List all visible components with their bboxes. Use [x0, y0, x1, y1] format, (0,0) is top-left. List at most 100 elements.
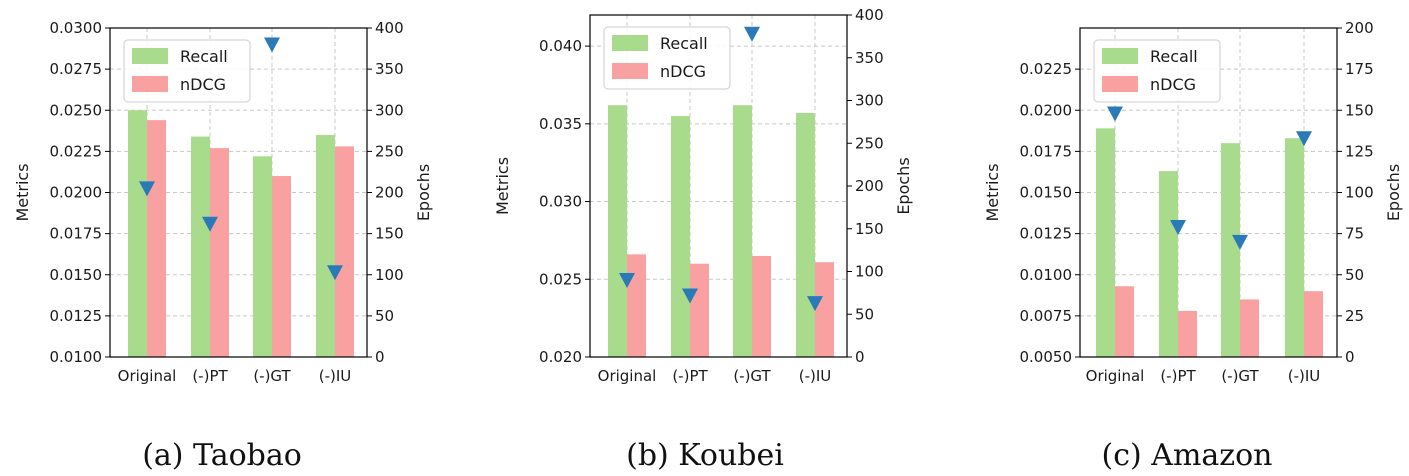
- x-tick-label: (-)PT: [1160, 367, 1196, 385]
- right-tick-label: 100: [375, 266, 404, 284]
- bar-recall-(-)IU: [1285, 138, 1304, 357]
- y-axis-title-right: Epochs: [1384, 164, 1403, 221]
- right-tick-label: 0: [375, 348, 385, 366]
- left-tick-label: 0.040: [539, 37, 582, 55]
- bar-ndcg-(-)PT: [1178, 310, 1197, 357]
- bar-ndcg-Original: [147, 120, 166, 358]
- panel-caption: (b) Koubei: [626, 438, 784, 473]
- right-tick-label: 50: [855, 305, 874, 323]
- bar-ndcg-(-)GT: [1240, 299, 1259, 357]
- right-tick-label: 200: [375, 184, 404, 202]
- left-tick-label: 0.0225: [1020, 60, 1073, 78]
- right-tick-label: 50: [375, 307, 394, 325]
- bar-recall-(-)PT: [191, 136, 210, 357]
- y-axis-title-right: Epochs: [414, 164, 433, 221]
- right-tick-label: 200: [1345, 19, 1374, 37]
- right-tick-label: 0: [855, 348, 865, 366]
- epoch-marker-(-)IU: [1296, 131, 1312, 147]
- right-tick-label: 200: [855, 177, 884, 195]
- left-tick-label: 0.0275: [50, 60, 103, 78]
- left-tick-label: 0.0200: [50, 184, 103, 202]
- bar-ndcg-Original: [1115, 286, 1134, 357]
- right-tick-label: 150: [375, 225, 404, 243]
- left-tick-label: 0.0075: [1020, 307, 1073, 325]
- epoch-marker-Original: [1107, 106, 1123, 122]
- left-tick-label: 0.0125: [1020, 225, 1073, 243]
- left-tick-label: 0.0050: [1020, 348, 1073, 366]
- plot-frame: [109, 27, 368, 358]
- y-axis-title-left: Metrics: [13, 163, 32, 221]
- legend-swatch-recall: [612, 35, 648, 51]
- panel-amazon: 0.0050 0.0075 0.0100 0.0125 0.0150 0.0175 0.02…: [983, 19, 1403, 473]
- bar-recall-(-)GT: [253, 156, 272, 357]
- left-tick-label: 0.0175: [1020, 142, 1073, 160]
- epoch-marker-(-)IU: [807, 296, 823, 312]
- bar-ndcg-(-)PT: [690, 263, 709, 357]
- bar-recall-(-)IU: [316, 134, 335, 357]
- bar-recall-Original: [1096, 128, 1115, 357]
- legend-swatch-ndcg: [612, 63, 648, 79]
- plot-frame: [1079, 27, 1338, 358]
- epoch-marker-Original: [619, 273, 635, 289]
- left-tick-label: 0.0250: [50, 101, 103, 119]
- right-tick-label: 300: [375, 101, 404, 119]
- left-tick-label: 0.0225: [50, 142, 103, 160]
- right-tick-label: 150: [1345, 101, 1374, 119]
- bar-ndcg-Original: [627, 254, 646, 357]
- left-tick-label: 0.0200: [1020, 101, 1073, 119]
- right-tick-label: 175: [1345, 60, 1374, 78]
- x-tick-label: (-)IU: [1288, 367, 1321, 385]
- legend-swatch-ndcg: [1102, 76, 1138, 92]
- x-tick-label: (-)PT: [672, 367, 708, 385]
- left-tick-label: 0.0300: [50, 19, 103, 37]
- left-tick-label: 0.0100: [1020, 266, 1073, 284]
- y-axis-title-left: Metrics: [983, 163, 1002, 221]
- legend-label-recall: Recall: [660, 34, 708, 53]
- right-tick-label: 350: [855, 49, 884, 67]
- bar-recall-(-)GT: [733, 105, 752, 357]
- epoch-marker-Original: [139, 181, 155, 197]
- right-tick-label: 250: [855, 134, 884, 152]
- y-axis-title-left: Metrics: [493, 157, 512, 215]
- epoch-marker-(-)GT: [264, 37, 280, 53]
- epoch-marker-(-)GT: [1232, 234, 1248, 250]
- bar-recall-(-)GT: [1221, 143, 1240, 357]
- epoch-marker-(-)GT: [744, 26, 760, 42]
- epoch-marker-(-)IU: [327, 265, 343, 281]
- bar-recall-Original: [608, 105, 627, 357]
- right-tick-label: 25: [1345, 307, 1364, 325]
- left-tick-label: 0.0150: [50, 266, 103, 284]
- legend-label-ndcg: nDCG: [180, 75, 226, 94]
- legend-swatch-recall: [132, 48, 168, 64]
- x-tick-label: (-)GT: [733, 367, 771, 385]
- legend-label-recall: Recall: [1150, 47, 1198, 66]
- left-tick-label: 0.030: [539, 193, 582, 211]
- right-tick-label: 100: [1345, 184, 1374, 202]
- left-tick-label: 0.035: [539, 115, 582, 133]
- left-tick-label: 0.0125: [50, 307, 103, 325]
- panel-taobao: 0.0100 0.0125 0.0150 0.0175 0.0200 0.0225 0.02…: [13, 19, 433, 473]
- right-tick-label: 300: [855, 92, 884, 110]
- epoch-marker-(-)PT: [1170, 220, 1186, 236]
- legend-swatch-recall: [1102, 48, 1138, 64]
- bar-ndcg-(-)IU: [1304, 291, 1323, 357]
- bar-ndcg-(-)PT: [210, 148, 229, 357]
- legend-label-ndcg: nDCG: [1150, 75, 1196, 94]
- bar-recall-(-)IU: [796, 112, 815, 357]
- bar-ndcg-(-)GT: [272, 176, 291, 357]
- left-tick-label: 0.025: [539, 270, 582, 288]
- right-tick-label: 50: [1345, 266, 1364, 284]
- panel-koubei: 0.020 0.025 0.030 0.035 0.040 0 50 100 150 200 250…: [493, 6, 913, 473]
- bar-ndcg-(-)IU: [815, 262, 834, 357]
- x-tick-label: Original: [118, 367, 177, 385]
- left-tick-label: 0.0100: [50, 348, 103, 366]
- bar-ndcg-(-)GT: [752, 255, 771, 357]
- x-tick-label: (-)IU: [319, 367, 352, 385]
- legend-swatch-ndcg: [132, 76, 168, 92]
- right-tick-label: 150: [855, 220, 884, 238]
- right-tick-label: 0: [1345, 348, 1355, 366]
- panel-caption: (a) Taobao: [142, 438, 302, 473]
- bar-ndcg-(-)IU: [335, 146, 354, 357]
- right-tick-label: 125: [1345, 142, 1374, 160]
